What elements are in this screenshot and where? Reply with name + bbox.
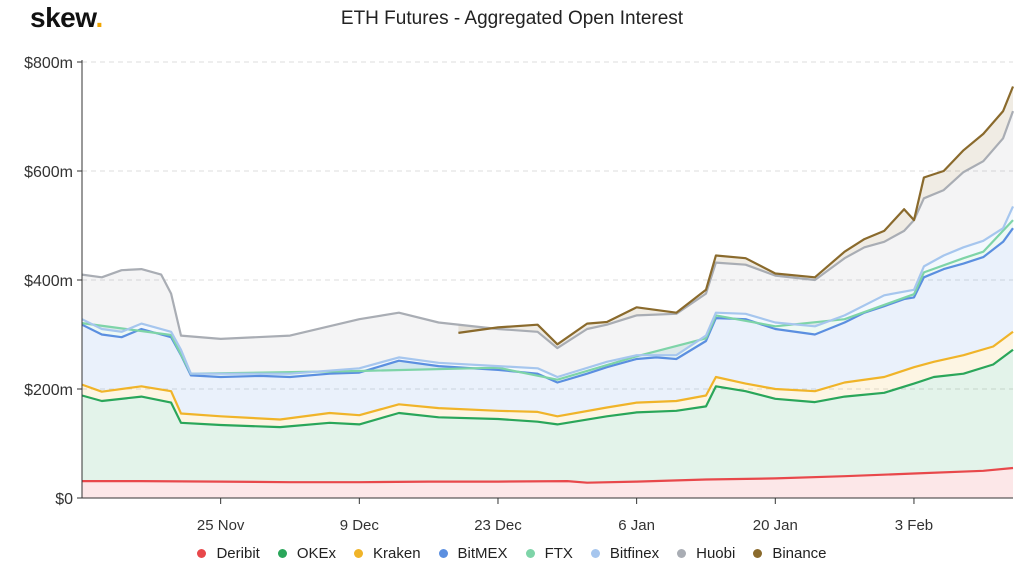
- legend-label: BitMEX: [457, 545, 508, 562]
- y-tick-label: $0: [55, 491, 73, 508]
- legend-label: Bitfinex: [609, 545, 660, 562]
- skew-logo: skew.: [30, 2, 103, 34]
- x-tick-label: 9 Dec: [340, 517, 380, 534]
- axes: [81, 60, 1013, 499]
- series-areas: [82, 86, 1013, 498]
- legend-label: Binance: [772, 545, 827, 562]
- series-area-deribit: [82, 468, 1013, 498]
- logo-text: skew: [30, 2, 96, 33]
- series-area-binance: [458, 86, 1013, 349]
- series-line-binance: [458, 86, 1015, 346]
- legend-marker: [677, 548, 687, 558]
- legend-marker: [525, 548, 535, 558]
- chart-title: ETH Futures - Aggregated Open Interest: [340, 8, 684, 29]
- legend: Deribit OKEx Kraken BitMEX FTX Bitfinex Huobi B…: [0, 545, 1024, 562]
- x-axis-ticks: 25 Nov 9 Dec 23 Dec 6 Jan 20 Jan 3 Feb: [197, 498, 933, 534]
- series-area-okex: [82, 349, 1013, 483]
- x-tick-label: 3 Feb: [895, 517, 933, 534]
- legend-marker: [277, 548, 287, 558]
- x-tick-label: 25 Nov: [197, 517, 245, 534]
- series-line-kraken: [81, 330, 1014, 421]
- legend-item-kraken[interactable]: Kraken: [354, 545, 421, 562]
- legend-marker: [197, 548, 207, 558]
- legend-marker: [753, 548, 763, 558]
- y-tick-label: $600m: [24, 164, 73, 181]
- y-tick-label: $200m: [24, 382, 73, 399]
- legend-label: Huobi: [696, 545, 736, 562]
- legend-label: Kraken: [373, 545, 421, 562]
- series-line-deribit: [82, 466, 1014, 484]
- legend-label: OKEx: [296, 545, 337, 562]
- legend-item-deribit[interactable]: Deribit: [197, 545, 260, 562]
- y-axis-ticks: $0 $200m $400m $600m $800m: [24, 55, 82, 508]
- legend-item-binance[interactable]: Binance: [753, 545, 827, 562]
- legend-marker: [438, 548, 448, 558]
- grid-lines: [82, 61, 1013, 390]
- logo-dot: .: [95, 2, 103, 33]
- x-tick-label: 23 Dec: [474, 517, 522, 534]
- legend-item-ftx[interactable]: FTX: [525, 545, 573, 562]
- legend-item-bitfinex[interactable]: Bitfinex: [590, 545, 660, 562]
- legend-item-huobi[interactable]: Huobi: [677, 545, 735, 562]
- legend-marker: [590, 548, 600, 558]
- x-tick-label: 20 Jan: [753, 517, 798, 534]
- series-lines: [81, 86, 1015, 484]
- legend-label: Deribit: [216, 545, 260, 562]
- y-tick-label: $400m: [24, 273, 73, 290]
- legend-item-bitmex[interactable]: BitMEX: [438, 545, 508, 562]
- y-tick-label: $800m: [24, 55, 73, 72]
- series-area-bitmex: [82, 228, 1013, 420]
- legend-marker: [354, 548, 364, 558]
- series-area-huobi: [82, 111, 1013, 377]
- legend-label: FTX: [544, 545, 573, 562]
- legend-item-okex[interactable]: OKEx: [277, 545, 337, 562]
- series-line-okex: [81, 348, 1014, 429]
- x-tick-label: 6 Jan: [618, 517, 655, 534]
- series-line-bitfinex: [81, 205, 1015, 379]
- series-line-huobi: [81, 110, 1015, 350]
